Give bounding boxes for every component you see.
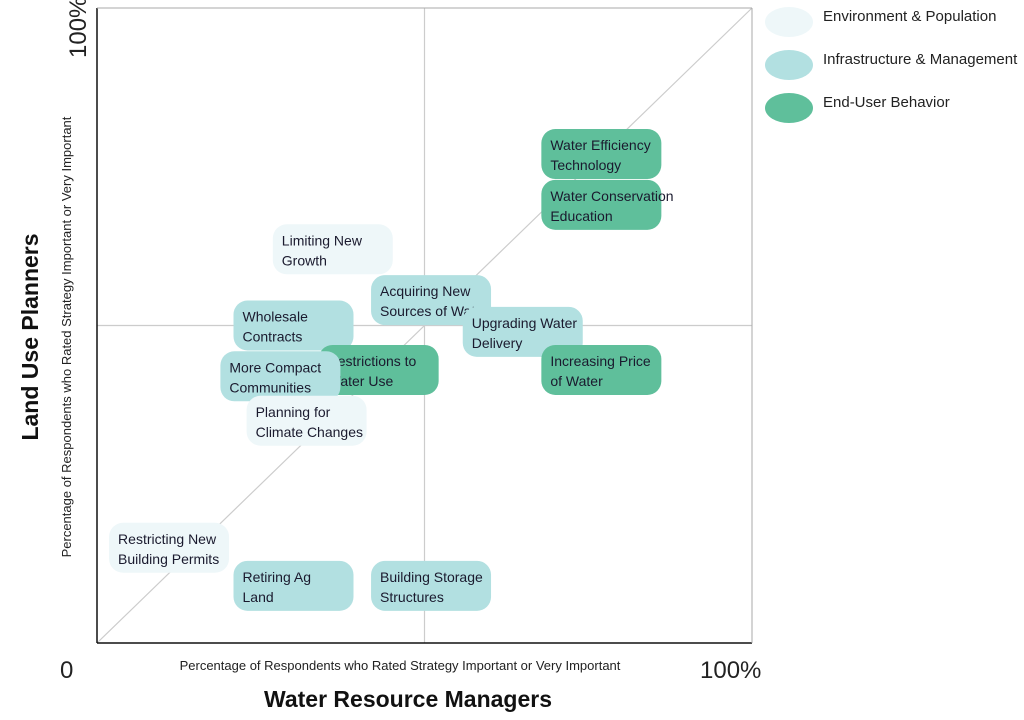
data-point: Increasing Price of Water: [541, 344, 662, 395]
data-point-marker: [109, 522, 230, 573]
data-point-label: Water Efficiency Technology: [550, 137, 650, 173]
data-point-marker: [541, 129, 662, 180]
legend-swatch: [765, 93, 813, 123]
data-point-label-line: Upgrading Water: [472, 315, 578, 331]
data-point-label-line: Acquiring New: [380, 283, 471, 299]
data-point-label-line: Limiting New: [282, 232, 363, 248]
data-point-label-line: Increasing Price: [550, 353, 651, 369]
x-axis-sublabel: Percentage of Respondents who Rated Stra…: [180, 658, 621, 673]
data-point: Planning for Climate Changes: [246, 395, 367, 446]
data-point-label-line: Contracts: [243, 329, 303, 345]
data-point-marker: [371, 275, 492, 326]
data-point-label: Increasing Price of Water: [550, 353, 651, 389]
legend-item: Environment & Population: [765, 7, 996, 37]
data-point-label-line: Water Conservation: [550, 188, 673, 204]
data-point-label-line: Building Storage: [380, 569, 483, 585]
data-point-marker: [233, 300, 354, 351]
data-point-label-line: of Water: [550, 373, 603, 389]
data-point-label: Restricting New Building Permits: [118, 531, 219, 567]
data-point: More Compact Communities: [220, 351, 341, 402]
legend-label: End-User Behavior: [823, 94, 950, 111]
data-point-marker: [462, 306, 583, 357]
data-point: Upgrading Water Delivery: [462, 306, 583, 357]
data-point-marker: [371, 560, 492, 611]
data-point-label-line: More Compact: [229, 359, 321, 375]
x-axis-max-label: 100%: [700, 657, 761, 684]
legend-swatch: [765, 7, 813, 37]
data-point-marker: [318, 344, 439, 395]
data-point: Acquiring New Sources of Water: [371, 275, 492, 326]
data-point-marker: [246, 395, 367, 446]
legend-swatch: [765, 50, 813, 80]
data-points: Water Efficiency Technology Water Conserva…: [109, 129, 674, 611]
data-point-label-line: Retiring Ag: [243, 569, 311, 585]
data-point: Water Efficiency Technology: [541, 129, 662, 180]
data-point: Restricting New Building Permits: [109, 522, 230, 573]
data-point-label-line: Restricting New: [118, 531, 217, 547]
data-point-label: More Compact Communities: [229, 359, 321, 395]
data-point-marker: [272, 224, 393, 275]
legend: Environment & Population Infrastructure &…: [765, 7, 1018, 123]
x-axis-min-label: 0: [60, 657, 73, 684]
data-point-label-line: Structures: [380, 589, 444, 605]
data-point-marker: [220, 351, 341, 402]
data-point-label-line: Sources of Water: [380, 303, 488, 319]
data-point-label: Limiting New Growth: [282, 232, 363, 268]
y-axis-sublabel: Percentage of Respondents who Rated Stra…: [59, 116, 74, 557]
data-point-label: Building Storage Structures: [380, 569, 483, 605]
data-point: Restrictions to Water Use: [318, 344, 439, 395]
data-point-label: Water Conservation Education: [550, 188, 673, 224]
data-point-label-line: Restrictions to: [328, 353, 417, 369]
data-point-marker: [541, 344, 662, 395]
legend-item: End-User Behavior: [765, 93, 950, 123]
data-point-label-line: Growth: [282, 252, 327, 268]
data-point-label: Acquiring New Sources of Water: [380, 283, 488, 319]
y-axis-max-label: 100%: [65, 0, 92, 58]
data-point-label-line: Water Use: [328, 373, 394, 389]
legend-label: Infrastructure & Management: [823, 51, 1018, 68]
data-point-marker: [541, 179, 662, 230]
data-point: Retiring Ag Land: [233, 560, 354, 611]
data-point-label-line: Planning for: [256, 404, 331, 420]
data-point-label-line: Water Efficiency: [550, 137, 650, 153]
data-point-label-line: Communities: [229, 379, 311, 395]
data-point: Wholesale Contracts: [233, 300, 354, 351]
data-point-label: Upgrading Water Delivery: [472, 315, 578, 351]
data-point-marker: [233, 560, 354, 611]
data-point-label: Restrictions to Water Use: [328, 353, 417, 389]
data-point-label-line: Education: [550, 208, 612, 224]
data-point-label: Wholesale Contracts: [243, 309, 309, 345]
data-point-label-line: Delivery: [472, 335, 523, 351]
data-point-label-line: Technology: [550, 157, 621, 173]
data-point: Water Conservation Education: [541, 179, 674, 230]
x-axis-title: Water Resource Managers: [264, 686, 552, 712]
data-point: Limiting New Growth: [272, 224, 393, 275]
data-point-label-line: Land: [243, 589, 274, 605]
data-point-label: Planning for Climate Changes: [256, 404, 363, 440]
y-axis-title: Land Use Planners: [17, 233, 43, 440]
data-point-label-line: Climate Changes: [256, 424, 363, 440]
data-point-label: Retiring Ag Land: [243, 569, 311, 605]
legend-item: Infrastructure & Management: [765, 50, 1018, 80]
legend-label: Environment & Population: [823, 8, 996, 25]
data-point-label-line: Building Permits: [118, 551, 219, 567]
data-point-label-line: Wholesale: [243, 309, 309, 325]
data-point: Building Storage Structures: [371, 560, 492, 611]
